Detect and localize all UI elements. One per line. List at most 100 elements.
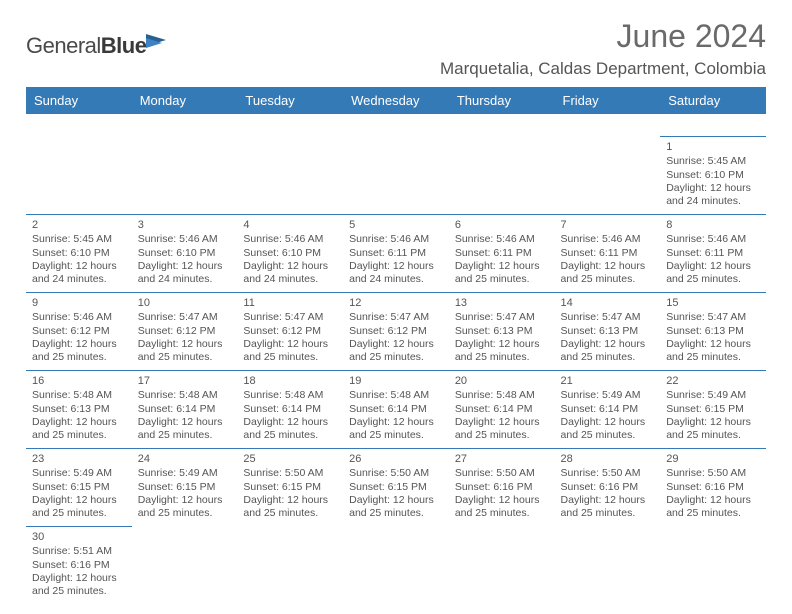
day-detail-line: Sunrise: 5:46 AM [243, 233, 337, 246]
day-detail-line: Sunset: 6:12 PM [349, 325, 443, 338]
calendar-day-cell: 16Sunrise: 5:48 AMSunset: 6:13 PMDayligh… [26, 370, 132, 448]
calendar-day-cell: 13Sunrise: 5:47 AMSunset: 6:13 PMDayligh… [449, 292, 555, 370]
day-detail-line: and 25 minutes. [349, 351, 443, 364]
calendar-day-cell: 26Sunrise: 5:50 AMSunset: 6:15 PMDayligh… [343, 448, 449, 526]
day-detail-line: and 25 minutes. [561, 429, 655, 442]
dayname-header: Wednesday [343, 87, 449, 114]
calendar-day-cell: 24Sunrise: 5:49 AMSunset: 6:15 PMDayligh… [132, 448, 238, 526]
day-number: 11 [243, 296, 337, 310]
day-detail-line: Sunset: 6:14 PM [349, 403, 443, 416]
day-detail-line: Daylight: 12 hours [455, 338, 549, 351]
calendar-day-cell: 7Sunrise: 5:46 AMSunset: 6:11 PMDaylight… [555, 214, 661, 292]
calendar-empty-cell [555, 114, 661, 136]
day-detail-line: Sunset: 6:16 PM [455, 481, 549, 494]
day-detail-line: Sunrise: 5:47 AM [243, 311, 337, 324]
day-number: 6 [455, 218, 549, 232]
calendar-day-cell: 28Sunrise: 5:50 AMSunset: 6:16 PMDayligh… [555, 448, 661, 526]
day-number: 4 [243, 218, 337, 232]
day-detail-line: and 25 minutes. [349, 507, 443, 520]
day-detail-line: Daylight: 12 hours [666, 338, 760, 351]
day-number: 1 [666, 140, 760, 154]
day-detail-line: and 25 minutes. [349, 429, 443, 442]
day-detail-line: Sunset: 6:15 PM [349, 481, 443, 494]
calendar-day-cell: 25Sunrise: 5:50 AMSunset: 6:15 PMDayligh… [237, 448, 343, 526]
day-detail-line: Sunrise: 5:45 AM [666, 155, 760, 168]
day-detail-line: Sunset: 6:10 PM [666, 169, 760, 182]
day-detail-line: and 25 minutes. [666, 273, 760, 286]
day-detail-line: Sunset: 6:15 PM [138, 481, 232, 494]
day-detail-line: and 25 minutes. [455, 429, 549, 442]
day-detail-line: and 24 minutes. [666, 195, 760, 208]
day-detail-line: Daylight: 12 hours [666, 260, 760, 273]
day-detail-line: Daylight: 12 hours [455, 494, 549, 507]
calendar-day-cell: 8Sunrise: 5:46 AMSunset: 6:11 PMDaylight… [660, 214, 766, 292]
calendar-empty-cell [237, 526, 343, 604]
calendar-day-cell: 22Sunrise: 5:49 AMSunset: 6:15 PMDayligh… [660, 370, 766, 448]
day-number: 27 [455, 452, 549, 466]
calendar-empty-cell [237, 136, 343, 214]
day-detail-line: Daylight: 12 hours [138, 416, 232, 429]
day-number: 8 [666, 218, 760, 232]
day-number: 21 [561, 374, 655, 388]
day-detail-line: Sunset: 6:15 PM [32, 481, 126, 494]
day-detail-line: Sunset: 6:12 PM [32, 325, 126, 338]
day-detail-line: Daylight: 12 hours [243, 494, 337, 507]
day-detail-line: Daylight: 12 hours [455, 416, 549, 429]
day-detail-line: Sunrise: 5:50 AM [561, 467, 655, 480]
day-detail-line: and 24 minutes. [243, 273, 337, 286]
calendar-table: SundayMondayTuesdayWednesdayThursdayFrid… [26, 87, 766, 604]
day-detail-line: Sunrise: 5:46 AM [349, 233, 443, 246]
day-number: 13 [455, 296, 549, 310]
day-detail-line: and 24 minutes. [138, 273, 232, 286]
day-detail-line: Sunset: 6:16 PM [561, 481, 655, 494]
day-detail-line: Sunrise: 5:47 AM [138, 311, 232, 324]
day-detail-line: Sunset: 6:12 PM [138, 325, 232, 338]
calendar-empty-cell [237, 114, 343, 136]
brand-part1: General [26, 33, 101, 58]
day-detail-line: Sunrise: 5:50 AM [349, 467, 443, 480]
day-detail-line: Sunset: 6:14 PM [455, 403, 549, 416]
day-number: 25 [243, 452, 337, 466]
day-detail-line: Sunrise: 5:49 AM [138, 467, 232, 480]
day-number: 15 [666, 296, 760, 310]
calendar-day-cell: 11Sunrise: 5:47 AMSunset: 6:12 PMDayligh… [237, 292, 343, 370]
calendar-empty-cell [343, 136, 449, 214]
day-detail-line: Daylight: 12 hours [32, 572, 126, 585]
day-detail-line: Sunrise: 5:49 AM [32, 467, 126, 480]
day-detail-line: Sunset: 6:10 PM [32, 247, 126, 260]
day-detail-line: Sunrise: 5:48 AM [243, 389, 337, 402]
day-number: 29 [666, 452, 760, 466]
day-detail-line: Daylight: 12 hours [455, 260, 549, 273]
day-detail-line: Sunset: 6:10 PM [243, 247, 337, 260]
calendar-day-cell: 27Sunrise: 5:50 AMSunset: 6:16 PMDayligh… [449, 448, 555, 526]
calendar-empty-cell [26, 114, 132, 136]
day-detail-line: Daylight: 12 hours [561, 494, 655, 507]
day-detail-line: Sunrise: 5:49 AM [666, 389, 760, 402]
day-number: 24 [138, 452, 232, 466]
calendar-empty-cell [132, 136, 238, 214]
day-detail-line: Sunrise: 5:51 AM [32, 545, 126, 558]
day-detail-line: Sunset: 6:15 PM [243, 481, 337, 494]
day-detail-line: and 25 minutes. [32, 507, 126, 520]
day-detail-line: and 25 minutes. [666, 429, 760, 442]
day-detail-line: Sunrise: 5:46 AM [561, 233, 655, 246]
day-detail-line: Daylight: 12 hours [243, 338, 337, 351]
day-detail-line: and 25 minutes. [561, 351, 655, 364]
day-detail-line: Sunset: 6:13 PM [561, 325, 655, 338]
day-detail-line: Sunrise: 5:47 AM [561, 311, 655, 324]
day-number: 5 [349, 218, 443, 232]
day-detail-line: Sunrise: 5:50 AM [243, 467, 337, 480]
calendar-empty-cell [660, 526, 766, 604]
day-detail-line: Daylight: 12 hours [666, 182, 760, 195]
day-detail-line: Daylight: 12 hours [666, 416, 760, 429]
day-detail-line: Sunset: 6:11 PM [561, 247, 655, 260]
day-detail-line: Daylight: 12 hours [32, 338, 126, 351]
day-detail-line: and 25 minutes. [138, 507, 232, 520]
day-number: 20 [455, 374, 549, 388]
day-detail-line: Sunrise: 5:48 AM [349, 389, 443, 402]
calendar-day-cell: 12Sunrise: 5:47 AMSunset: 6:12 PMDayligh… [343, 292, 449, 370]
day-number: 16 [32, 374, 126, 388]
day-detail-line: and 25 minutes. [455, 351, 549, 364]
day-detail-line: Daylight: 12 hours [32, 416, 126, 429]
day-detail-line: Daylight: 12 hours [32, 494, 126, 507]
